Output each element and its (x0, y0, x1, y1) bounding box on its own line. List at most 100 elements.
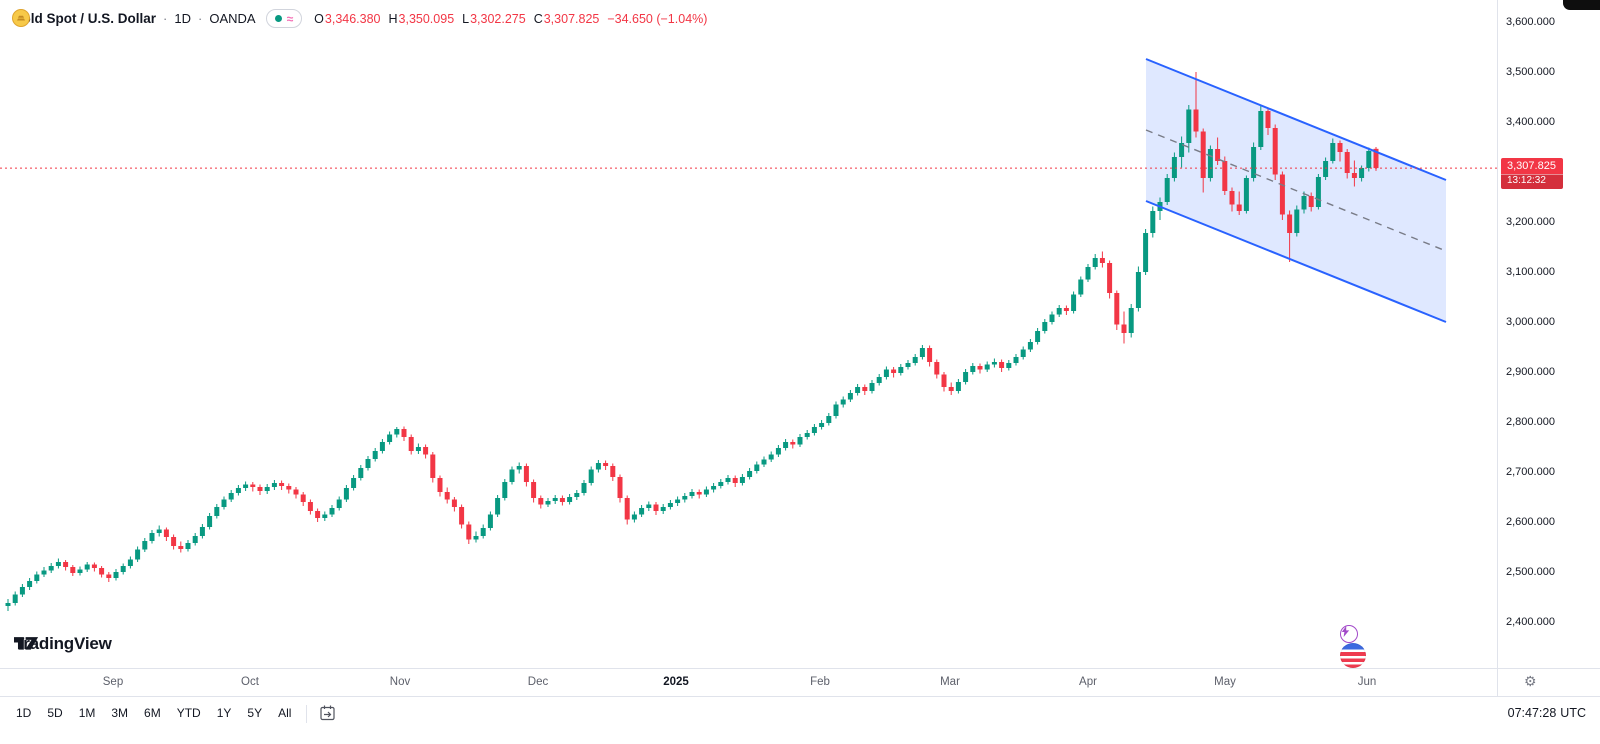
time-axis-label: Oct (241, 676, 259, 688)
candle (1287, 210, 1293, 262)
candle (34, 571, 40, 584)
candle (365, 456, 371, 471)
candle (639, 505, 645, 517)
candle (955, 379, 961, 394)
candle (192, 533, 198, 546)
candle (1179, 136, 1185, 168)
candle (437, 475, 443, 497)
go-to-date-icon[interactable] (314, 700, 343, 729)
tradingview-mark-icon (14, 637, 39, 650)
time-axis[interactable]: Sep Oct Nov Dec 2025 Feb Mar Apr May Jun ⚙ (0, 668, 1600, 697)
clock-timezone: UTC (1560, 706, 1586, 720)
candle (1251, 142, 1257, 182)
candle (552, 495, 558, 504)
candle (120, 563, 126, 575)
range-button-5d[interactable]: 5D (39, 700, 70, 726)
exchange-label[interactable]: OANDA (209, 11, 256, 26)
candle (142, 538, 148, 552)
candle (725, 475, 731, 485)
last-price-value: 3,307.825 (1507, 160, 1556, 173)
candle (250, 482, 256, 492)
candle (754, 461, 760, 474)
candle (1164, 174, 1170, 205)
candle (1171, 152, 1177, 182)
candle (430, 452, 436, 483)
market-status-pill[interactable]: ≈ (265, 9, 303, 28)
open-value: 3,346.380 (324, 11, 381, 26)
candle (1071, 291, 1077, 314)
range-button-3m[interactable]: 3M (103, 700, 136, 726)
range-button-all[interactable]: All (270, 700, 299, 726)
candle (1301, 191, 1307, 214)
range-button-6m[interactable]: 6M (136, 700, 169, 726)
candle (199, 524, 205, 539)
interval-label[interactable]: 1D (174, 11, 191, 26)
candle (711, 483, 717, 493)
candle (271, 480, 277, 490)
candle (214, 504, 220, 519)
candle (1135, 266, 1141, 312)
candle (1323, 157, 1329, 180)
candle (415, 443, 421, 454)
timezone-clock[interactable]: 07:47:28 UTC (1508, 700, 1586, 720)
candle (1128, 304, 1134, 338)
candle (221, 496, 227, 510)
candle (27, 578, 33, 590)
candle (1085, 264, 1091, 282)
candle (70, 565, 76, 576)
channel-lower-line[interactable] (1145, 200, 1447, 323)
candle (1207, 145, 1213, 182)
candle (934, 359, 940, 379)
candle (99, 566, 105, 578)
channel-upper-line[interactable] (1145, 58, 1447, 181)
candle (545, 498, 551, 507)
price-axis-label: 2,500.000 (1506, 566, 1555, 578)
candle (149, 530, 155, 544)
candle (1258, 104, 1264, 150)
ohlc-values: O 3,346.380 H 3,350.095 L 3,302.275 C 3,307.… (314, 12, 707, 26)
candle (1272, 124, 1278, 180)
candle (963, 369, 969, 385)
candle (912, 354, 918, 366)
open-label: O (314, 11, 324, 26)
candle (775, 445, 781, 457)
candle (1056, 305, 1062, 317)
candlestick-chart[interactable] (0, 0, 1497, 668)
range-button-1y[interactable]: 1Y (209, 700, 240, 726)
candle (1315, 174, 1321, 210)
delayed-data-icon: ≈ (286, 11, 294, 26)
close-value: 3,307.825 (543, 11, 600, 26)
candle (1121, 311, 1127, 344)
tradingview-logo[interactable]: TradingView (14, 634, 112, 654)
price-axis-label: 2,700.000 (1506, 466, 1555, 478)
time-axis-label: May (1214, 676, 1236, 688)
candle (307, 499, 313, 515)
economic-events-flag-icon[interactable] (1340, 643, 1366, 668)
candle (1114, 290, 1120, 330)
candle (243, 481, 249, 491)
channel-mid-line[interactable] (1145, 129, 1447, 252)
time-axis-label: Feb (810, 676, 830, 688)
low-value: 3,302.275 (470, 11, 526, 26)
candle (1200, 128, 1206, 193)
candle (855, 384, 861, 396)
clock-time: 07:47:28 (1507, 706, 1557, 720)
range-buttons: 1D 5D 1M 3M 6M YTD 1Y 5Y All (8, 700, 299, 726)
range-button-1m[interactable]: 1M (71, 700, 104, 726)
candle (264, 484, 270, 494)
candle (358, 465, 364, 481)
lightning-event-icon[interactable] (1340, 625, 1358, 643)
candle (905, 360, 911, 370)
axis-settings-gear-icon[interactable]: ⚙ (1524, 673, 1537, 689)
range-button-ytd[interactable]: YTD (169, 700, 209, 726)
range-button-1d[interactable]: 1D (8, 700, 39, 726)
price-axis[interactable]: 3,307.825 13:12:32 3,600.000 3,500.000 3,4… (1497, 0, 1600, 668)
candle (379, 439, 385, 454)
symbol-title[interactable]: Gold Spot / U.S. Dollar (12, 11, 157, 26)
range-button-5y[interactable]: 5Y (239, 700, 270, 726)
chart-plot-area[interactable]: Gold Spot / U.S. Dollar · 1D · OANDA ≈ O… (0, 0, 1497, 668)
candle (127, 556, 133, 569)
candle (624, 495, 630, 525)
candle (869, 380, 875, 394)
time-axis-label: Sep (102, 676, 124, 688)
